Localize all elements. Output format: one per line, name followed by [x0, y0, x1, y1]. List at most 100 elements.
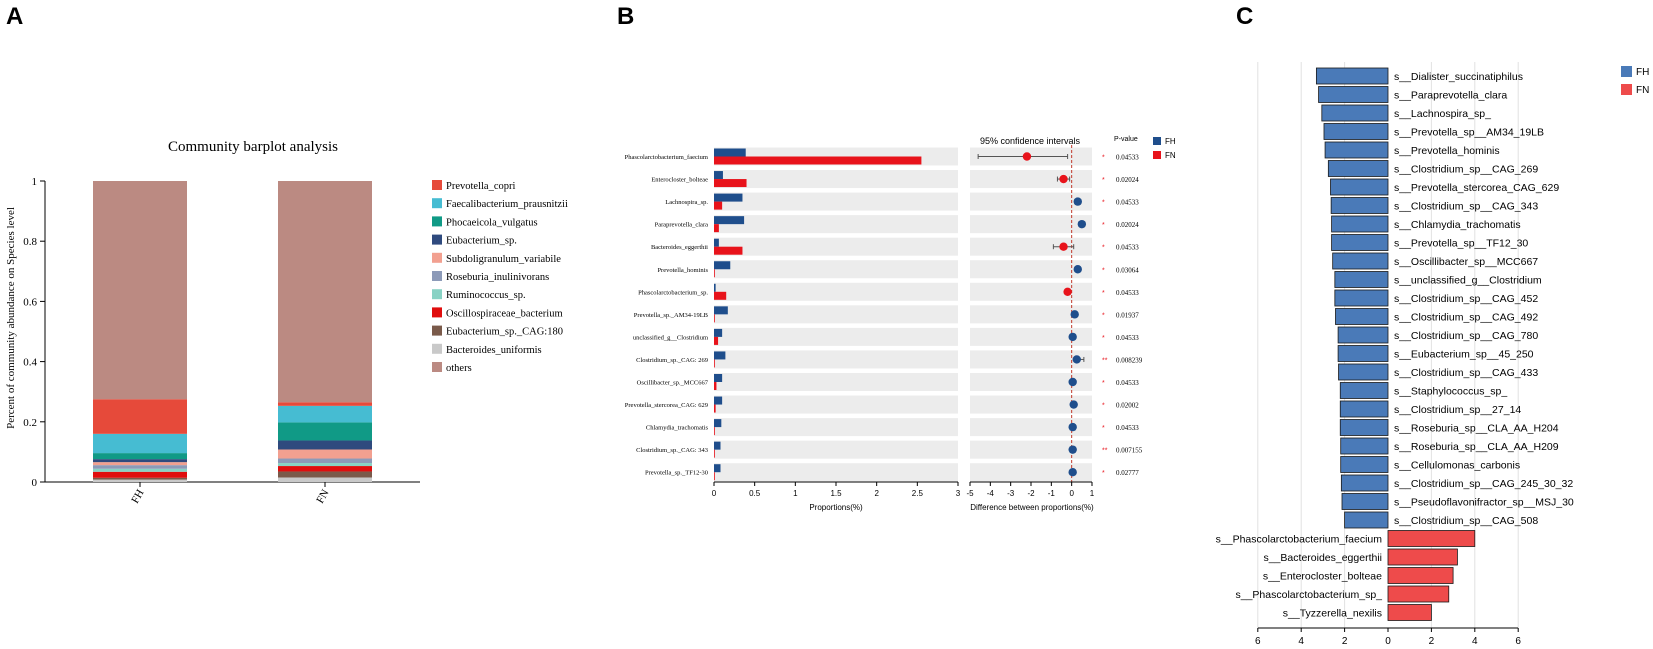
significance-star: * [1102, 470, 1105, 477]
lda-bar-s-tyzzerella-nexilis [1387, 604, 1432, 621]
stack-segment-fn-ruminococcus-sp [278, 463, 372, 467]
barplot-ytick-label: 0.6 [23, 296, 37, 308]
legend-swatch-eubacterium-sp-cag-180 [432, 325, 442, 336]
proportion-bar-fn-oscillibacter-sp-mcc667 [714, 382, 717, 390]
significance-star: * [1102, 177, 1105, 184]
proportion-bar-fn-phascolarctobacterium-sp [714, 291, 727, 300]
lda-bar-s-clostridium-sp-cag-343 [1330, 197, 1389, 214]
stack-segment-fn-eubacterium-sp-cag-180 [278, 471, 372, 478]
legend-label-prevotella-copri: Prevotella_copri [446, 181, 515, 192]
lda-label-s-phascolarctobacterium-faecium: s__Phascolarctobacterium_faecium [1216, 534, 1383, 546]
proportion-bar-fh-prevotella-stercorea-cag-629 [714, 396, 723, 405]
significance-star: * [1102, 155, 1105, 162]
difference-point-bacteroides-eggerthii [1059, 242, 1068, 251]
proportion-row-bg [714, 373, 958, 391]
barplot-ylabel: Percent of community abundance on Specie… [5, 207, 17, 429]
proportions-xtick-label: 3 [956, 489, 961, 498]
proportion-row-bg [714, 192, 958, 211]
lda-label-s-eubacterium-sp-45-250: s__Eubacterium_sp__45_250 [1394, 349, 1534, 361]
lda-bar-s-bacteroides-eggerthii [1387, 548, 1458, 566]
legend-label-eubacterium-sp: Eubacterium_sp. [446, 236, 517, 247]
proportions-xtick-label: 1.5 [830, 489, 842, 498]
proportion-bar-fn-chlamydia-trachomatis [714, 427, 715, 436]
difference-point-unclassified-g-clostridium [1068, 332, 1077, 342]
difference-row-bg [970, 215, 1092, 234]
p-value-prevotella-sp-tf12-30: 0.02777 [1116, 469, 1139, 477]
proportion-bar-fh-bacteroides-eggerthii [714, 238, 719, 247]
difference-row-bg [970, 282, 1092, 301]
proportion-bar-fn-unclassified-g-clostridium [714, 336, 719, 345]
legend-label-bacteroides-uniformis: Bacteroides_uniformis [446, 345, 542, 356]
lda-label-s-oscillibacter-sp-mcc667: s__Oscillibacter_sp__MCC667 [1394, 256, 1538, 268]
species-label-prevotella-sp-tf12-30: Prevotella_sp._TF12-30 [645, 470, 708, 477]
legend-label-subdoligranulum-variabile: Subdoligranulum_variabile [446, 254, 561, 265]
legend-label-oscillospiraceae-bacterium: Oscillospiraceae_bacterium [446, 308, 563, 319]
difference-point-lachnospira-sp [1073, 197, 1082, 206]
significance-star: * [1102, 312, 1105, 319]
proportion-bar-fn-bacteroides-eggerthii [714, 246, 743, 255]
significance-star: * [1102, 425, 1105, 432]
difference-xtick-label: -5 [966, 489, 974, 498]
stack-segment-fh-eubacterium-sp-cag-180 [93, 477, 187, 480]
proportion-bar-fh-unclassified-g-clostridium [714, 328, 723, 337]
legend-swatch-bacteroides-uniformis [432, 343, 442, 354]
p-value-prevotella-stercorea-cag-629: 0.02002 [1116, 402, 1139, 410]
legend-swatch-subdoligranulum-variabile [432, 252, 442, 263]
species-label-phascolarctobacterium-sp: Phascolarctobacterium_sp. [638, 289, 708, 296]
difference-point-clostridium-sp-cag-343 [1068, 445, 1077, 454]
lda-label-s-prevotella-stercorea-cag-629: s__Prevotella_stercorea_CAG_629 [1394, 182, 1559, 194]
lda-bar-s-cellulomonas-carbonis [1340, 456, 1389, 473]
proportion-bar-fh-clostridium-sp-cag-269 [714, 351, 726, 360]
barplot-ytick-label: 0.8 [23, 236, 37, 248]
difference-xtick-label: -4 [987, 489, 995, 498]
difference-row-bg [970, 305, 1092, 324]
species-label-lachnospira-sp: Lachnospira_sp. [665, 199, 708, 206]
stack-segment-fh-bacteroides-uniformis [93, 479, 187, 482]
legend-swatch-fh [1153, 137, 1161, 145]
lda-bar-s-prevotella-sp-am34-19lb [1323, 123, 1389, 140]
lda-label-s-lachnospira-sp: s__Lachnospira_sp_ [1394, 108, 1491, 120]
lda-bar-s-lachnospira-sp [1321, 104, 1389, 122]
p-value-clostridium-sp-cag-343: 0.007155 [1116, 447, 1143, 455]
legend-swatch-phocaeicola-vulgatus [432, 216, 442, 227]
lda-xtick-label: 4 [1298, 636, 1304, 647]
lda-bar-s-roseburia-sp-cla-aa-h209 [1340, 437, 1389, 455]
proportion-row-bg [714, 237, 958, 256]
legend-swatch-prevotella-copri [432, 180, 442, 190]
legend-swatch-roseburia-inulinivorans [432, 271, 442, 281]
lda-label-s-clostridium-sp-cag-269: s__Clostridium_sp__CAG_269 [1394, 164, 1538, 176]
species-label-phascolarctobacterium-faecium: Phascolarctobacterium_faecium [625, 154, 708, 161]
lda-bar-s-clostridium-sp-cag-433 [1338, 363, 1389, 381]
proportion-row-bg [714, 350, 958, 369]
species-label-prevotella-sp-am34-19lb: Prevotella_sp._AM34-19LB [634, 312, 709, 319]
p-value-prevotella-sp-am34-19lb: 0.01937 [1116, 311, 1139, 319]
species-label-clostridium-sp-cag-343: Clostridium_sp._CAG: 343 [636, 447, 708, 454]
species-label-bacteroides-eggerthii: Bacteroides_eggerthii [651, 244, 708, 251]
proportion-bar-fn-enterocloster-bolteae [714, 179, 747, 188]
proportions-xtick-label: 1 [793, 489, 798, 498]
difference-xlabel: Difference between proportions(%) [970, 503, 1094, 512]
significance-star: * [1102, 222, 1105, 229]
difference-point-prevotella-sp-am34-19lb [1070, 310, 1079, 319]
proportion-bar-fh-chlamydia-trachomatis [714, 419, 722, 428]
difference-row-bg [970, 192, 1092, 211]
proportion-row-bg [714, 395, 958, 414]
difference-point-paraprevotella-clara [1077, 219, 1087, 229]
proportions-xlabel: Proportions(%) [809, 503, 863, 512]
proportions-xtick-label: 0.5 [749, 489, 761, 498]
difference-xtick-label: 0 [1069, 489, 1074, 498]
stack-segment-fh-eubacterium-sp [93, 459, 187, 463]
lda-label-s-clostridium-sp-cag-245-30-32: s__Clostridium_sp__CAG_245_30_32 [1394, 478, 1573, 490]
significance-star: ** [1102, 448, 1108, 455]
stack-segment-fh-faecalibacterium-prausnitzii [93, 433, 187, 454]
lda-label-s-clostridium-sp-cag-780: s__Clostridium_sp__CAG_780 [1394, 330, 1538, 342]
proportions-xtick-label: 2.5 [912, 489, 924, 498]
lda-xtick-label: 6 [1515, 636, 1521, 647]
difference-xtick-label: -3 [1007, 489, 1015, 498]
difference-xtick-label: -1 [1048, 489, 1056, 498]
barplot-ytick-label: 0.4 [23, 357, 37, 369]
lda-label-s-roseburia-sp-cla-aa-h209: s__Roseburia_sp__CLA_AA_H209 [1394, 441, 1559, 453]
difference-row-bg [970, 373, 1092, 391]
proportion-bar-fn-lachnospira-sp [714, 201, 723, 210]
barplot-xtick-label-fn: FN [314, 487, 331, 505]
